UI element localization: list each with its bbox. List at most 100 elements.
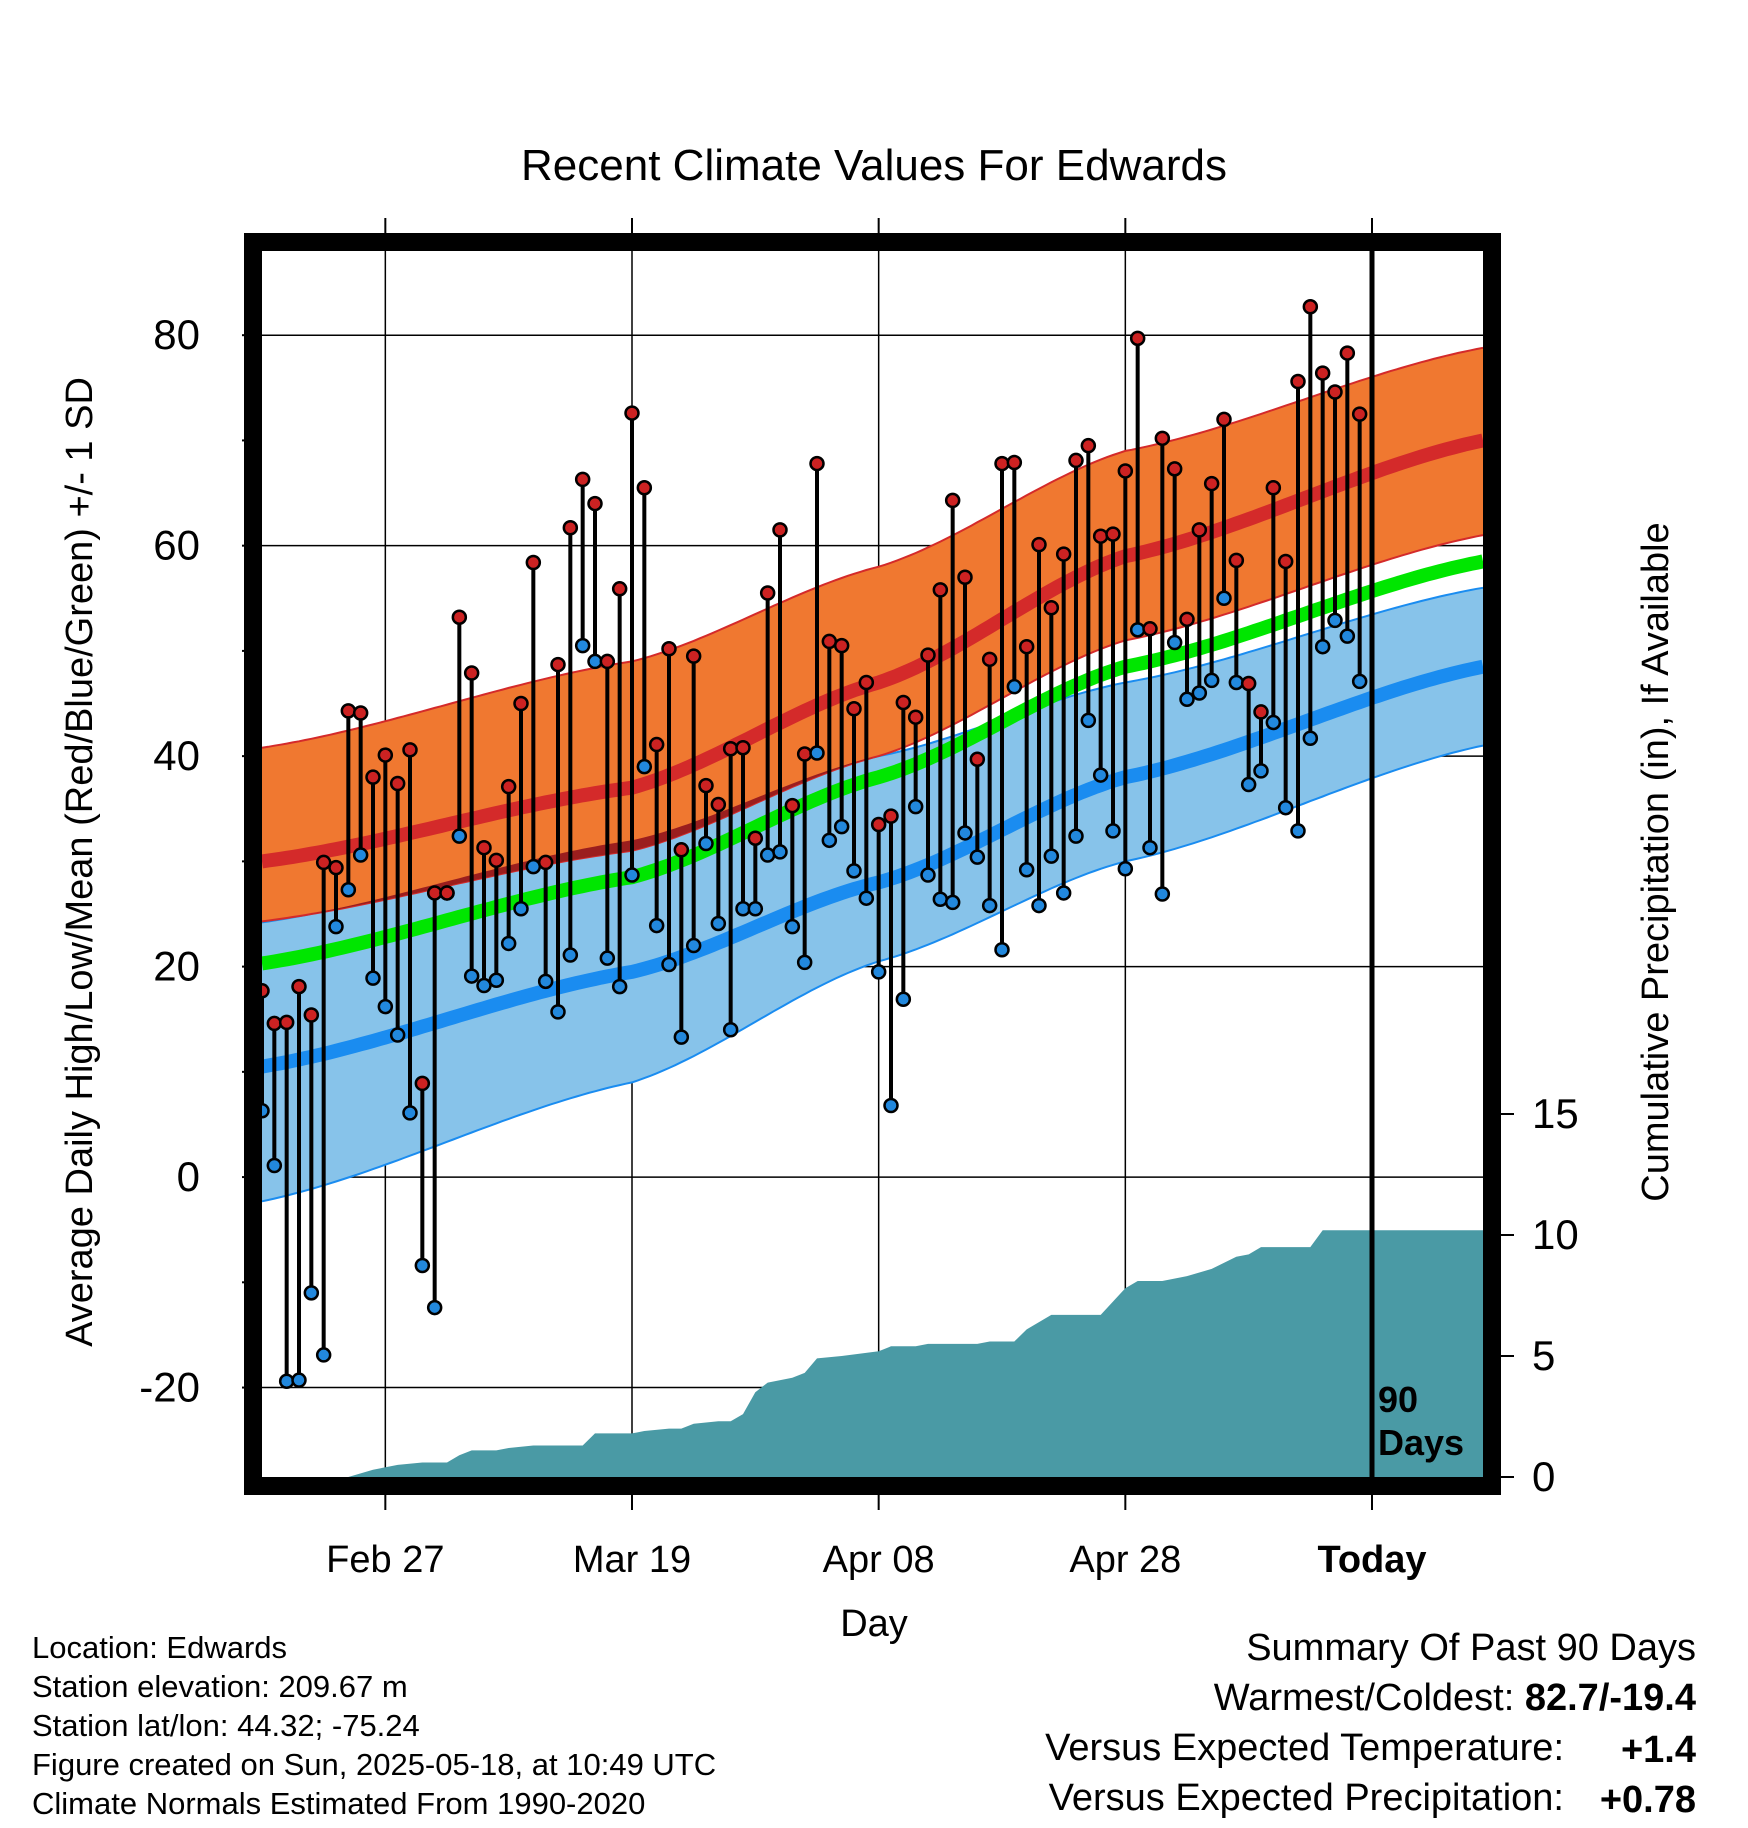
daily-low-point <box>1006 678 1023 695</box>
y-left-tick-label: 60 <box>153 522 200 569</box>
daily-high-point <box>1154 430 1171 447</box>
daily-low-point <box>525 858 542 875</box>
daily-low-point <box>870 964 887 980</box>
summary-panel: Summary Of Past 90 Days Warmest/Coldest:… <box>1045 1627 1696 1821</box>
daily-low-point <box>1055 885 1072 901</box>
daily-low-point <box>278 1373 295 1389</box>
daily-low-point <box>944 894 961 911</box>
daily-high-point <box>722 741 739 757</box>
daily-high-point <box>673 842 690 858</box>
daily-high-point <box>352 705 369 721</box>
daily-high-point <box>1351 406 1368 422</box>
daily-high-point <box>759 585 776 601</box>
daily-low-point <box>1203 672 1220 689</box>
daily-high-point <box>1068 452 1084 469</box>
daily-high-point <box>957 569 973 585</box>
daily-low-point <box>981 897 998 914</box>
daily-high-point <box>981 651 998 668</box>
daily-low-point <box>1216 590 1232 607</box>
daily-high-point <box>1018 638 1035 655</box>
daily-low-point <box>1166 634 1183 651</box>
daily-high-point <box>1203 475 1220 492</box>
daily-high-point <box>1339 345 1356 361</box>
daily-low-point <box>365 970 381 986</box>
daily-low-point <box>463 968 480 984</box>
daily-low-point <box>1117 860 1134 877</box>
daily-low-point <box>759 847 776 863</box>
daily-low-point <box>1290 823 1306 839</box>
daily-high-point <box>340 703 357 719</box>
daily-high-point <box>402 742 418 758</box>
daily-low-point <box>500 935 517 952</box>
today-marker-line-1: 90 <box>1378 1379 1418 1420</box>
daily-low-point <box>1179 691 1195 708</box>
daily-low-point <box>1265 714 1282 731</box>
daily-low-point <box>1339 628 1356 644</box>
y-right-tick-label: 15 <box>1532 1090 1579 1137</box>
plot-frame <box>244 233 1501 1495</box>
daily-low-point <box>587 653 603 670</box>
daily-high-point <box>846 701 862 717</box>
daily-high-point <box>537 854 554 871</box>
daily-low-point <box>846 863 862 879</box>
daily-high-point <box>303 1007 320 1023</box>
daily-high-point <box>1277 553 1294 570</box>
normal-low-band-lower-edge <box>261 744 1484 1203</box>
summary-temp-value: +1.4 <box>1621 1729 1696 1771</box>
daily-high-point <box>1006 454 1023 471</box>
info-created: Figure created on Sun, 2025-05-18, at 10… <box>32 1747 716 1782</box>
daily-low-point <box>1092 767 1109 783</box>
daily-low-point <box>1277 799 1294 816</box>
daily-high-point <box>920 647 936 663</box>
daily-high-point <box>1129 330 1146 347</box>
daily-low-point <box>1154 886 1171 902</box>
daily-high-point <box>414 1075 431 1092</box>
daily-high-point <box>513 695 529 712</box>
daily-low-point <box>1105 823 1121 839</box>
daily-high-point <box>1043 600 1060 616</box>
normal-high-band-upper-edge <box>261 346 1484 749</box>
summary-precip-value: +0.78 <box>1600 1779 1696 1821</box>
daily-high-point <box>1055 546 1072 562</box>
daily-high-point <box>735 739 751 756</box>
daily-low-point <box>1228 674 1245 691</box>
daily-low-point <box>1253 763 1269 779</box>
daily-high-point <box>550 656 566 673</box>
daily-high-point <box>1290 373 1306 390</box>
daily-high-point <box>661 641 677 657</box>
normal-mean-line <box>260 554 1485 971</box>
daily-high-point <box>476 839 492 856</box>
daily-low-point <box>796 954 813 971</box>
daily-high-point <box>1080 437 1097 454</box>
daily-low-point <box>673 1029 690 1045</box>
daily-low-point <box>661 956 677 973</box>
daily-high-point <box>883 808 899 824</box>
daily-high-point <box>809 455 825 472</box>
daily-low-point <box>833 818 850 835</box>
daily-low-point <box>735 900 751 917</box>
daily-high-point <box>1265 480 1282 496</box>
daily-low-point <box>809 745 825 761</box>
summary-warmest-coldest-value: 82.7/-19.4 <box>1525 1677 1696 1719</box>
daily-low-point <box>932 891 949 908</box>
daily-high-point <box>426 885 443 901</box>
daily-low-point <box>574 637 591 654</box>
daily-low-point <box>710 915 727 932</box>
cumulative-precip-area <box>262 1230 1483 1477</box>
today-marker-line-2: Days <box>1378 1422 1464 1463</box>
daily-high-point <box>796 746 813 762</box>
daily-high-point <box>833 637 850 654</box>
daily-low-point <box>266 1157 283 1174</box>
daily-high-point <box>278 1014 295 1031</box>
daily-high-point <box>1142 621 1158 637</box>
daily-low-point <box>389 1027 406 1043</box>
daily-low-point <box>636 758 653 775</box>
daily-high-point <box>1240 675 1257 692</box>
daily-temperature-points <box>254 299 1368 1389</box>
daily-low-point <box>1129 622 1146 638</box>
daily-high-point <box>710 796 727 813</box>
daily-high-point <box>291 978 307 995</box>
daily-high-point <box>895 694 912 711</box>
daily-low-point <box>476 977 492 994</box>
